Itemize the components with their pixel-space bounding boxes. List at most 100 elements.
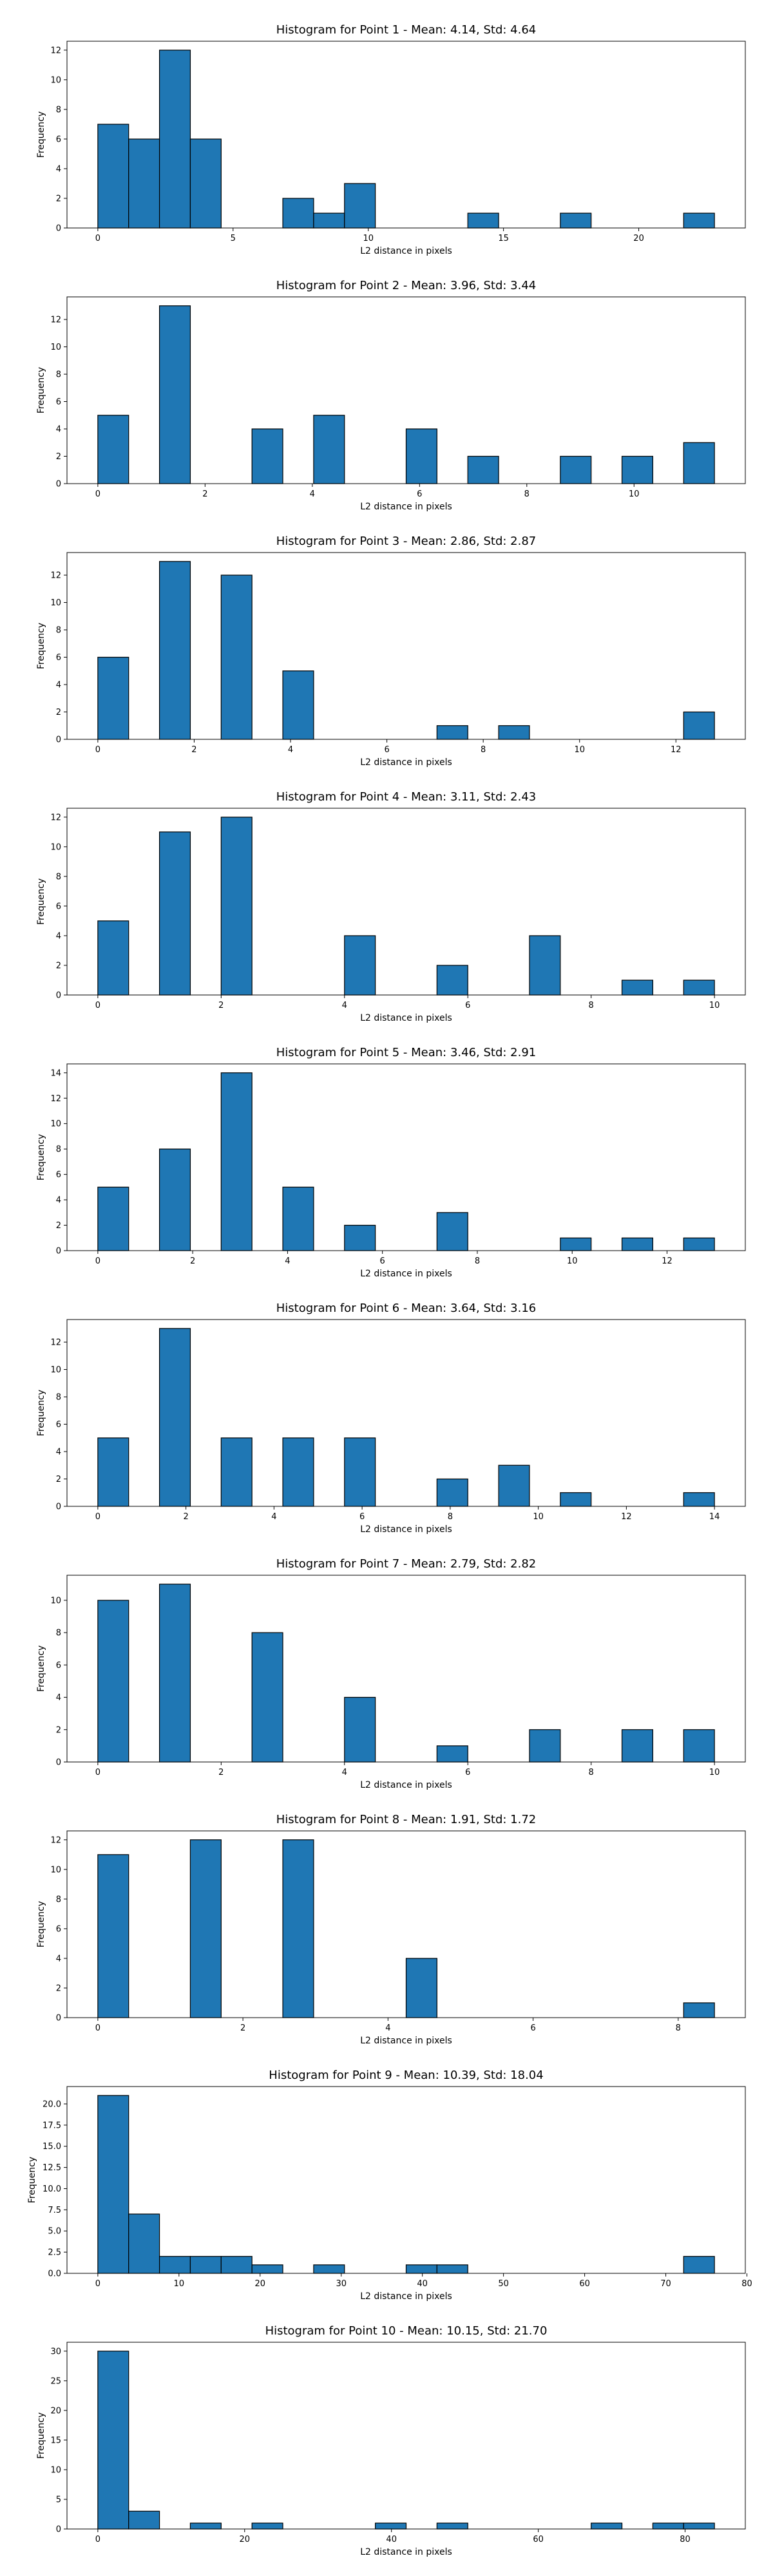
histogram-bar [683,2002,715,2018]
histogram-bar [405,2264,437,2274]
y-tick-label: 10 [50,75,61,85]
histogram-bar [498,725,530,740]
x-tick-label: 10 [533,1512,544,1522]
x-tick-label: 20 [240,2535,251,2544]
y-axis-label: Frequency [36,623,46,669]
y-tick-label: 0 [56,991,61,1001]
histogram-bar [436,2523,468,2530]
histogram-bar [158,305,191,484]
x-axis-label: L2 distance in pixels [360,1780,452,1790]
histogram-bar [97,2095,129,2274]
y-tick-label: 10 [50,1596,61,1605]
y-tick-label: 15 [50,2436,61,2445]
y-tick-label: 14 [50,1068,61,1078]
x-tick-label: 8 [524,489,530,499]
plot-frame [66,1063,746,1251]
x-tick-label: 8 [676,2023,681,2033]
y-tick-label: 6 [56,1661,61,1671]
y-tick-label: 6 [56,1420,61,1430]
histogram-bar [591,2523,623,2530]
histogram-bar [621,455,654,484]
x-axis-label: L2 distance in pixels [360,502,452,512]
x-tick-label: 2 [190,1256,195,1266]
histogram-bar [282,1839,314,2018]
x-axis-label: L2 distance in pixels [360,1269,452,1279]
y-tick-label: 8 [56,626,61,636]
x-tick-label: 20 [255,2279,266,2289]
y-tick-label: 0 [56,1502,61,1512]
y-tick-label: 15.0 [43,2142,61,2152]
plot-frame [66,296,746,484]
x-axis-label: L2 distance in pixels [360,2547,452,2557]
x-tick-label: 5 [231,234,236,243]
histogram-bar [344,1696,376,1763]
histogram-bar [344,1437,376,1507]
y-tick-label: 6 [56,653,61,663]
y-tick-label: 10 [50,1365,61,1375]
y-tick-label: 2 [56,708,61,717]
histogram-bar [498,1464,530,1507]
y-tick-label: 6 [56,1924,61,1934]
x-tick-label: 40 [417,2279,428,2289]
x-tick-label: 15 [498,234,509,243]
x-tick-label: 0 [95,745,100,755]
histogram-bar [652,2523,684,2530]
y-tick-label: 2 [56,194,61,204]
x-axis-label: L2 distance in pixels [360,1013,452,1023]
histogram-bar [621,1237,654,1251]
x-tick-label: 60 [533,2535,544,2544]
y-tick-label: 12.5 [43,2163,61,2173]
y-tick-label: 12 [50,571,61,581]
y-tick-label: 12 [50,46,61,55]
plot-frame [66,808,746,996]
x-axis-label: L2 distance in pixels [360,2291,452,2302]
x-tick-label: 10 [709,1768,720,1777]
y-tick-label: 2 [56,452,61,462]
histogram-bar [189,2256,222,2274]
y-axis-label: Frequency [36,367,46,413]
y-tick-label: 5 [56,2495,61,2505]
x-tick-label: 8 [589,1001,594,1010]
y-tick-label: 12 [50,1835,61,1845]
x-axis-label: L2 distance in pixels [360,2036,452,2046]
chart-panel-1: Histogram for Point 1 - Mean: 4.14, Std:… [36,23,746,256]
y-tick-label: 30 [50,2347,61,2356]
x-tick-label: 0 [95,234,100,243]
histogram-bar [683,2523,715,2530]
histogram-bar [97,1437,129,1507]
histogram-bar [189,1839,222,2018]
y-tick-label: 6 [56,397,61,407]
histogram-bar [529,935,561,996]
histogram-bar [560,213,592,229]
chart-panel-10: Histogram for Point 10 - Mean: 10.15, St… [36,2324,746,2557]
y-tick-label: 12 [50,813,61,822]
x-tick-label: 80 [741,2279,752,2289]
histogram-bar [282,1437,314,1507]
chart-panel-7: Histogram for Point 7 - Mean: 2.79, Std:… [36,1557,746,1790]
histogram-bar [621,980,654,996]
chart-title: Histogram for Point 1 - Mean: 4.14, Std:… [276,23,537,37]
y-axis-label: Frequency [36,1645,46,1692]
y-tick-label: 2 [56,1475,61,1484]
x-tick-label: 10 [629,489,640,499]
chart-title: Histogram for Point 8 - Mean: 1.91, Std:… [276,1813,537,1826]
x-tick-label: 4 [271,1512,276,1522]
histogram-bar [436,1745,468,1763]
x-tick-label: 0 [95,1512,100,1522]
y-tick-label: 20 [50,2406,61,2416]
histogram-bar [251,428,283,484]
y-tick-label: 2.5 [48,2248,61,2258]
y-tick-label: 6 [56,135,61,144]
x-tick-label: 6 [384,745,389,755]
x-tick-label: 70 [660,2279,671,2289]
y-tick-label: 10 [50,2465,61,2475]
histogram-bar [220,817,253,996]
x-tick-label: 0 [95,489,100,499]
chart-panel-9: Histogram for Point 9 - Mean: 10.39, Std… [27,2069,752,2302]
x-tick-label: 40 [386,2535,397,2544]
histogram-bar [375,2523,407,2530]
histogram-bar [220,2256,253,2274]
y-tick-label: 0 [56,2525,61,2535]
x-tick-label: 12 [662,1256,673,1266]
x-tick-label: 2 [218,1768,224,1777]
